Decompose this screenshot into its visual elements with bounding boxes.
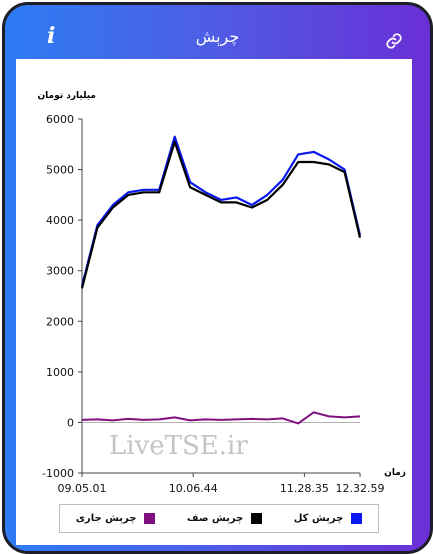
series-line-total (80, 135, 362, 287)
line-chart: -1000 0 1000 2000 3000 4000 5000 6000 09.05.01 10… (42, 113, 406, 495)
series-line-queue (80, 140, 362, 289)
y-tick-label: 1000 (46, 366, 74, 379)
link-icon[interactable] (385, 32, 403, 50)
watermark: LiveTSE.ir (109, 431, 248, 461)
x-axis-label: زمان (384, 468, 406, 478)
chart-legend: چرېش کل چرېش صف چرېش جاری (59, 504, 379, 533)
header: i چرېش (5, 5, 430, 59)
info-icon[interactable]: i (47, 23, 56, 49)
legend-swatch-total (351, 513, 363, 524)
y-tick-label: 3000 (46, 265, 74, 278)
y-axis-label: میلیارد تومان (37, 91, 96, 101)
y-tick-label: 6000 (46, 113, 74, 126)
page-title: چرېش (195, 27, 240, 46)
y-tick-label: 0 (67, 416, 74, 429)
y-tick-label: 4000 (46, 214, 74, 227)
x-tick-label: 11.28.35 (280, 482, 329, 495)
series-line-current (81, 411, 361, 425)
legend-swatch-current (144, 513, 156, 524)
chart-panel: میلیارد تومان LiveTSE.ir -1000 0 1000 2000 3… (16, 59, 412, 545)
legend-label-current: چرېش جاری (75, 513, 137, 524)
legend-item-total: چرېش کل (294, 513, 363, 524)
y-tick-label: 5000 (46, 164, 74, 177)
y-tick-label: -1000 (42, 467, 74, 480)
y-tick-label: 2000 (46, 315, 74, 328)
legend-item-current: چرېش جاری (76, 513, 156, 524)
legend-swatch-queue (251, 513, 263, 524)
legend-label-queue: چرېش صف (186, 513, 244, 524)
legend-item-queue: چرېش صف (186, 513, 263, 524)
x-tick-label: 09.05.01 (58, 482, 107, 495)
legend-label-total: چرېش کل (293, 513, 344, 524)
x-tick-label: 12.32.59 (336, 482, 385, 495)
x-tick-label: 10.06.44 (169, 482, 218, 495)
